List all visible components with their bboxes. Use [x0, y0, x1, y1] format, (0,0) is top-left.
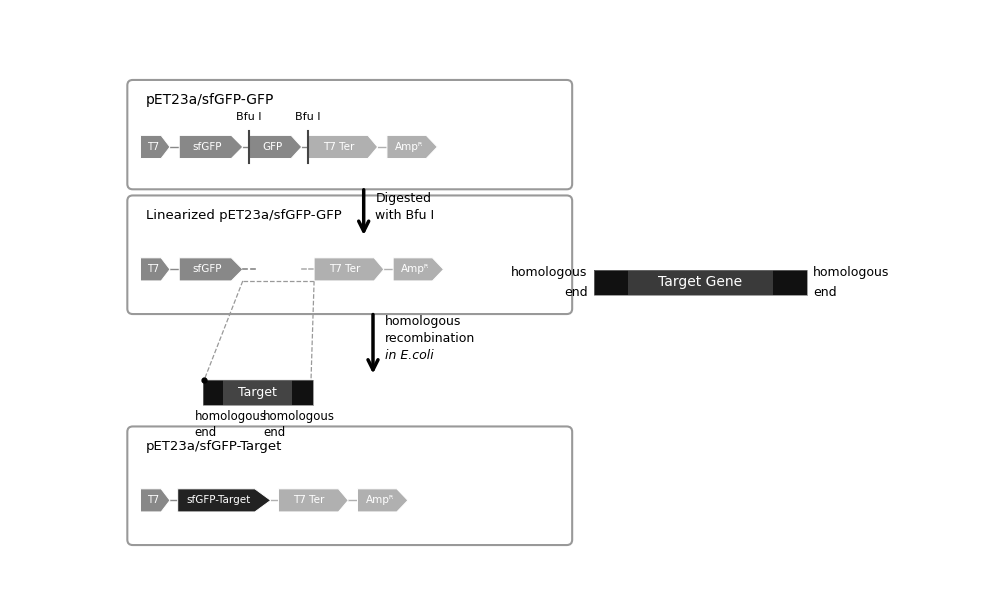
Polygon shape	[179, 258, 243, 281]
Text: homologous: homologous	[813, 266, 890, 279]
Text: homologous: homologous	[385, 315, 461, 328]
Polygon shape	[358, 489, 408, 512]
Text: T7 Ter: T7 Ter	[329, 264, 360, 274]
Text: homologous: homologous	[511, 266, 588, 279]
Polygon shape	[140, 489, 170, 512]
Polygon shape	[387, 135, 437, 159]
Bar	[292, 380, 313, 405]
Bar	[223, 380, 292, 405]
Text: sfGFP: sfGFP	[192, 264, 222, 274]
Text: T7: T7	[147, 142, 160, 152]
Polygon shape	[314, 258, 384, 281]
Bar	[594, 270, 628, 295]
Bar	[202, 380, 223, 405]
Text: pET23a/sfGFP-GFP: pET23a/sfGFP-GFP	[146, 93, 274, 107]
Text: Linearized pET23a/sfGFP-GFP: Linearized pET23a/sfGFP-GFP	[146, 208, 342, 221]
Text: T7: T7	[147, 495, 160, 506]
Text: Ampᴿ: Ampᴿ	[401, 264, 430, 274]
Bar	[773, 270, 807, 295]
Text: Bfu I: Bfu I	[295, 111, 321, 122]
Text: end: end	[263, 426, 285, 440]
Polygon shape	[140, 135, 170, 159]
Polygon shape	[278, 489, 348, 512]
Text: homologous: homologous	[195, 410, 267, 423]
Polygon shape	[179, 135, 243, 159]
Text: GFP: GFP	[262, 142, 282, 152]
Text: Target: Target	[238, 386, 277, 399]
Text: Ampᴿ: Ampᴿ	[365, 495, 394, 506]
Text: end: end	[564, 285, 588, 298]
Polygon shape	[249, 135, 302, 159]
Bar	[628, 270, 773, 295]
Text: end: end	[813, 285, 837, 298]
Bar	[202, 380, 313, 405]
Text: recombination: recombination	[385, 331, 475, 345]
Text: T7 Ter: T7 Ter	[323, 142, 354, 152]
Text: Digested: Digested	[375, 192, 431, 205]
Text: sfGFP-Target: sfGFP-Target	[186, 495, 251, 506]
Text: Target Gene: Target Gene	[658, 276, 742, 290]
Polygon shape	[308, 135, 378, 159]
Text: Ampᴿ: Ampᴿ	[395, 142, 423, 152]
Text: end: end	[195, 426, 217, 440]
Text: sfGFP: sfGFP	[192, 142, 222, 152]
Text: T7: T7	[147, 264, 160, 274]
Text: with Bfu I: with Bfu I	[375, 208, 434, 221]
Text: pET23a/sfGFP-Target: pET23a/sfGFP-Target	[146, 440, 282, 453]
Text: homologous: homologous	[263, 410, 335, 423]
Text: in E.coli: in E.coli	[385, 349, 433, 362]
Polygon shape	[393, 258, 444, 281]
Polygon shape	[178, 489, 271, 512]
Text: Bfu I: Bfu I	[236, 111, 262, 122]
Bar	[594, 270, 807, 295]
Text: T7 Ter: T7 Ter	[293, 495, 325, 506]
Polygon shape	[140, 258, 170, 281]
